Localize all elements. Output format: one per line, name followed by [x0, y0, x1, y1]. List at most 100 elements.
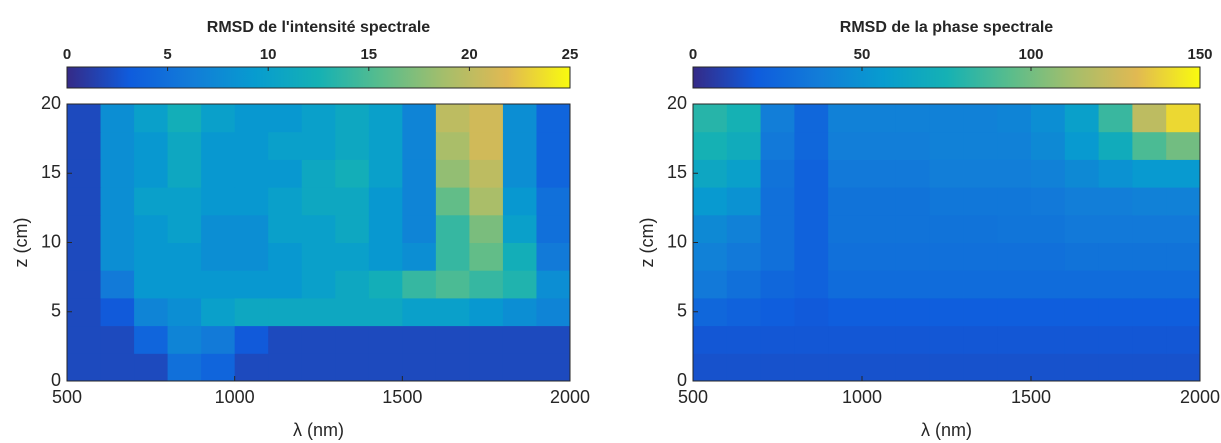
heatmap-cell [862, 187, 897, 216]
heatmap-cell [693, 242, 728, 271]
heatmap-cell [335, 159, 370, 188]
heatmap-cell [760, 104, 795, 133]
heatmap-cell [794, 353, 829, 381]
heatmap-cell [1132, 131, 1167, 160]
heatmap-cell [895, 353, 931, 381]
heatmap-cell [997, 325, 1032, 354]
heatmap-cell [929, 131, 964, 160]
heatmap-cell [502, 187, 537, 216]
heatmap-cell [268, 131, 303, 160]
heatmap-cell [895, 159, 931, 188]
heatmap-cell [862, 159, 897, 188]
heatmap-cell [963, 159, 998, 188]
heatmap-cell [201, 270, 236, 299]
heatmap-cell [268, 297, 303, 327]
heatmap-cell [335, 297, 370, 327]
heatmap-cell [1166, 297, 1200, 327]
heatmap-cell [167, 270, 202, 299]
heatmap-cell [929, 214, 964, 243]
heatmap-cell [1166, 187, 1200, 216]
heatmap-cell [100, 353, 135, 381]
heatmap-cell [1166, 214, 1200, 243]
heatmap-cell [693, 131, 728, 160]
heatmap-cell [693, 297, 728, 327]
heatmap [693, 104, 1200, 381]
x-tick-label: 500 [678, 387, 708, 407]
heatmap-cell [335, 131, 370, 160]
heatmap-cell [726, 187, 762, 216]
heatmap-cell [794, 297, 829, 327]
heatmap-cell [1098, 214, 1133, 243]
heatmap-cell [368, 353, 403, 381]
heatmap-cell [963, 104, 998, 133]
heatmap-cell [895, 187, 931, 216]
heatmap-cell [167, 242, 202, 271]
heatmap-cell [693, 270, 728, 299]
heatmap-cell [760, 131, 795, 160]
heatmap-cell [794, 270, 829, 299]
heatmap-cell [67, 159, 102, 188]
heatmap-cell [726, 297, 762, 327]
heatmap-cell [301, 187, 336, 216]
x-tick-label: 500 [52, 387, 82, 407]
heatmap-cell [201, 214, 236, 243]
heatmap-cell [167, 214, 202, 243]
colorbar-tick-label: 0 [689, 46, 697, 63]
heatmap-cell [469, 131, 504, 160]
heatmap-cell [167, 325, 202, 354]
heatmap-cell [435, 214, 470, 243]
heatmap-cell [435, 104, 470, 133]
heatmap-cell [402, 270, 437, 299]
heatmap-cell [536, 353, 570, 381]
heatmap-cell [997, 131, 1032, 160]
heatmap-cell [536, 187, 570, 216]
heatmap-cell [502, 242, 537, 271]
heatmap-cell [693, 104, 728, 133]
heatmap-cell [435, 325, 470, 354]
heatmap-cell [760, 325, 795, 354]
heatmap-cell [234, 187, 269, 216]
heatmap-cell [435, 242, 470, 271]
colorbar [66, 66, 571, 89]
heatmap-cell [929, 325, 964, 354]
heatmap-cell [828, 325, 863, 354]
heatmap-cell [201, 187, 236, 216]
colorbar-tick-label: 0 [63, 46, 71, 63]
heatmap-cell [929, 270, 964, 299]
heatmap-cell [167, 131, 202, 160]
heatmap-cell [963, 353, 998, 381]
heatmap-cell [502, 297, 537, 327]
heatmap-cell [67, 297, 102, 327]
colorbar [692, 66, 1201, 89]
heatmap-cell [1064, 242, 1100, 271]
heatmap-cell [1064, 270, 1100, 299]
heatmap-cell [1132, 104, 1167, 133]
heatmap-cell [368, 242, 403, 271]
heatmap-cell [301, 104, 336, 133]
heatmap-cell [895, 242, 931, 271]
heatmap-cell [997, 242, 1032, 271]
heatmap-cell [301, 353, 336, 381]
heatmap-cell [693, 214, 728, 243]
heatmap-cell [828, 187, 863, 216]
heatmap-cell [760, 242, 795, 271]
heatmap-cell [435, 187, 470, 216]
heatmap-cell [402, 297, 437, 327]
heatmap-cell [1098, 131, 1133, 160]
heatmap-cell [234, 297, 269, 327]
heatmap-cell [536, 131, 570, 160]
heatmap-cell [435, 159, 470, 188]
heatmap-cell [301, 270, 336, 299]
heatmap-cell [402, 214, 437, 243]
heatmap-cell [963, 214, 998, 243]
heatmap-cell [301, 214, 336, 243]
heatmap-cell [929, 104, 964, 133]
heatmap-cell [134, 104, 169, 133]
x-tick-label: 1000 [215, 387, 255, 407]
heatmap-cell [1031, 131, 1066, 160]
heatmap-cell [335, 325, 370, 354]
x-tick-label: 1000 [842, 387, 882, 407]
heatmap-cell [67, 353, 102, 381]
heatmap-cell [760, 214, 795, 243]
heatmap-cell [301, 131, 336, 160]
